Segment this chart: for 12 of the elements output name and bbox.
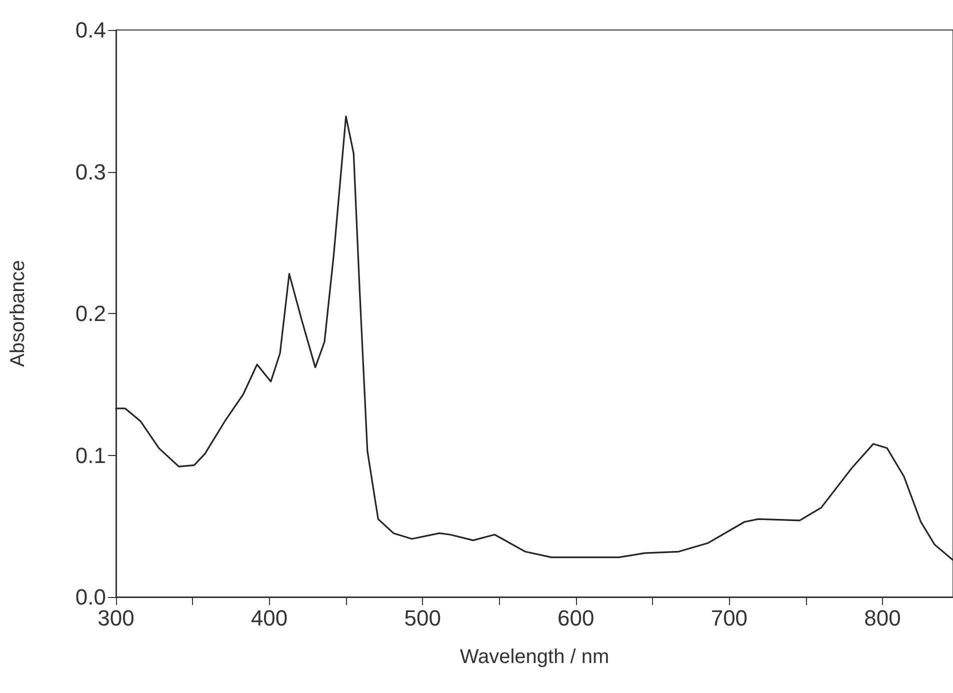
y-tick-label: 0.1 <box>75 442 106 468</box>
x-tick-label: 500 <box>404 606 441 630</box>
line-series <box>115 116 953 561</box>
x-tick-label: 800 <box>864 606 901 630</box>
y-axis-title: Absorbance <box>7 260 29 367</box>
x-tick-label: 700 <box>710 606 748 630</box>
x-axis-title: Wavelength / nm <box>460 646 610 668</box>
x-tick-label: 600 <box>558 606 594 630</box>
x-tick-label: 400 <box>250 606 288 630</box>
y-tick-label: 0.3 <box>75 159 106 184</box>
y-tick-label: 0.4 <box>75 18 106 42</box>
y-tick-label: 0.2 <box>75 301 106 326</box>
